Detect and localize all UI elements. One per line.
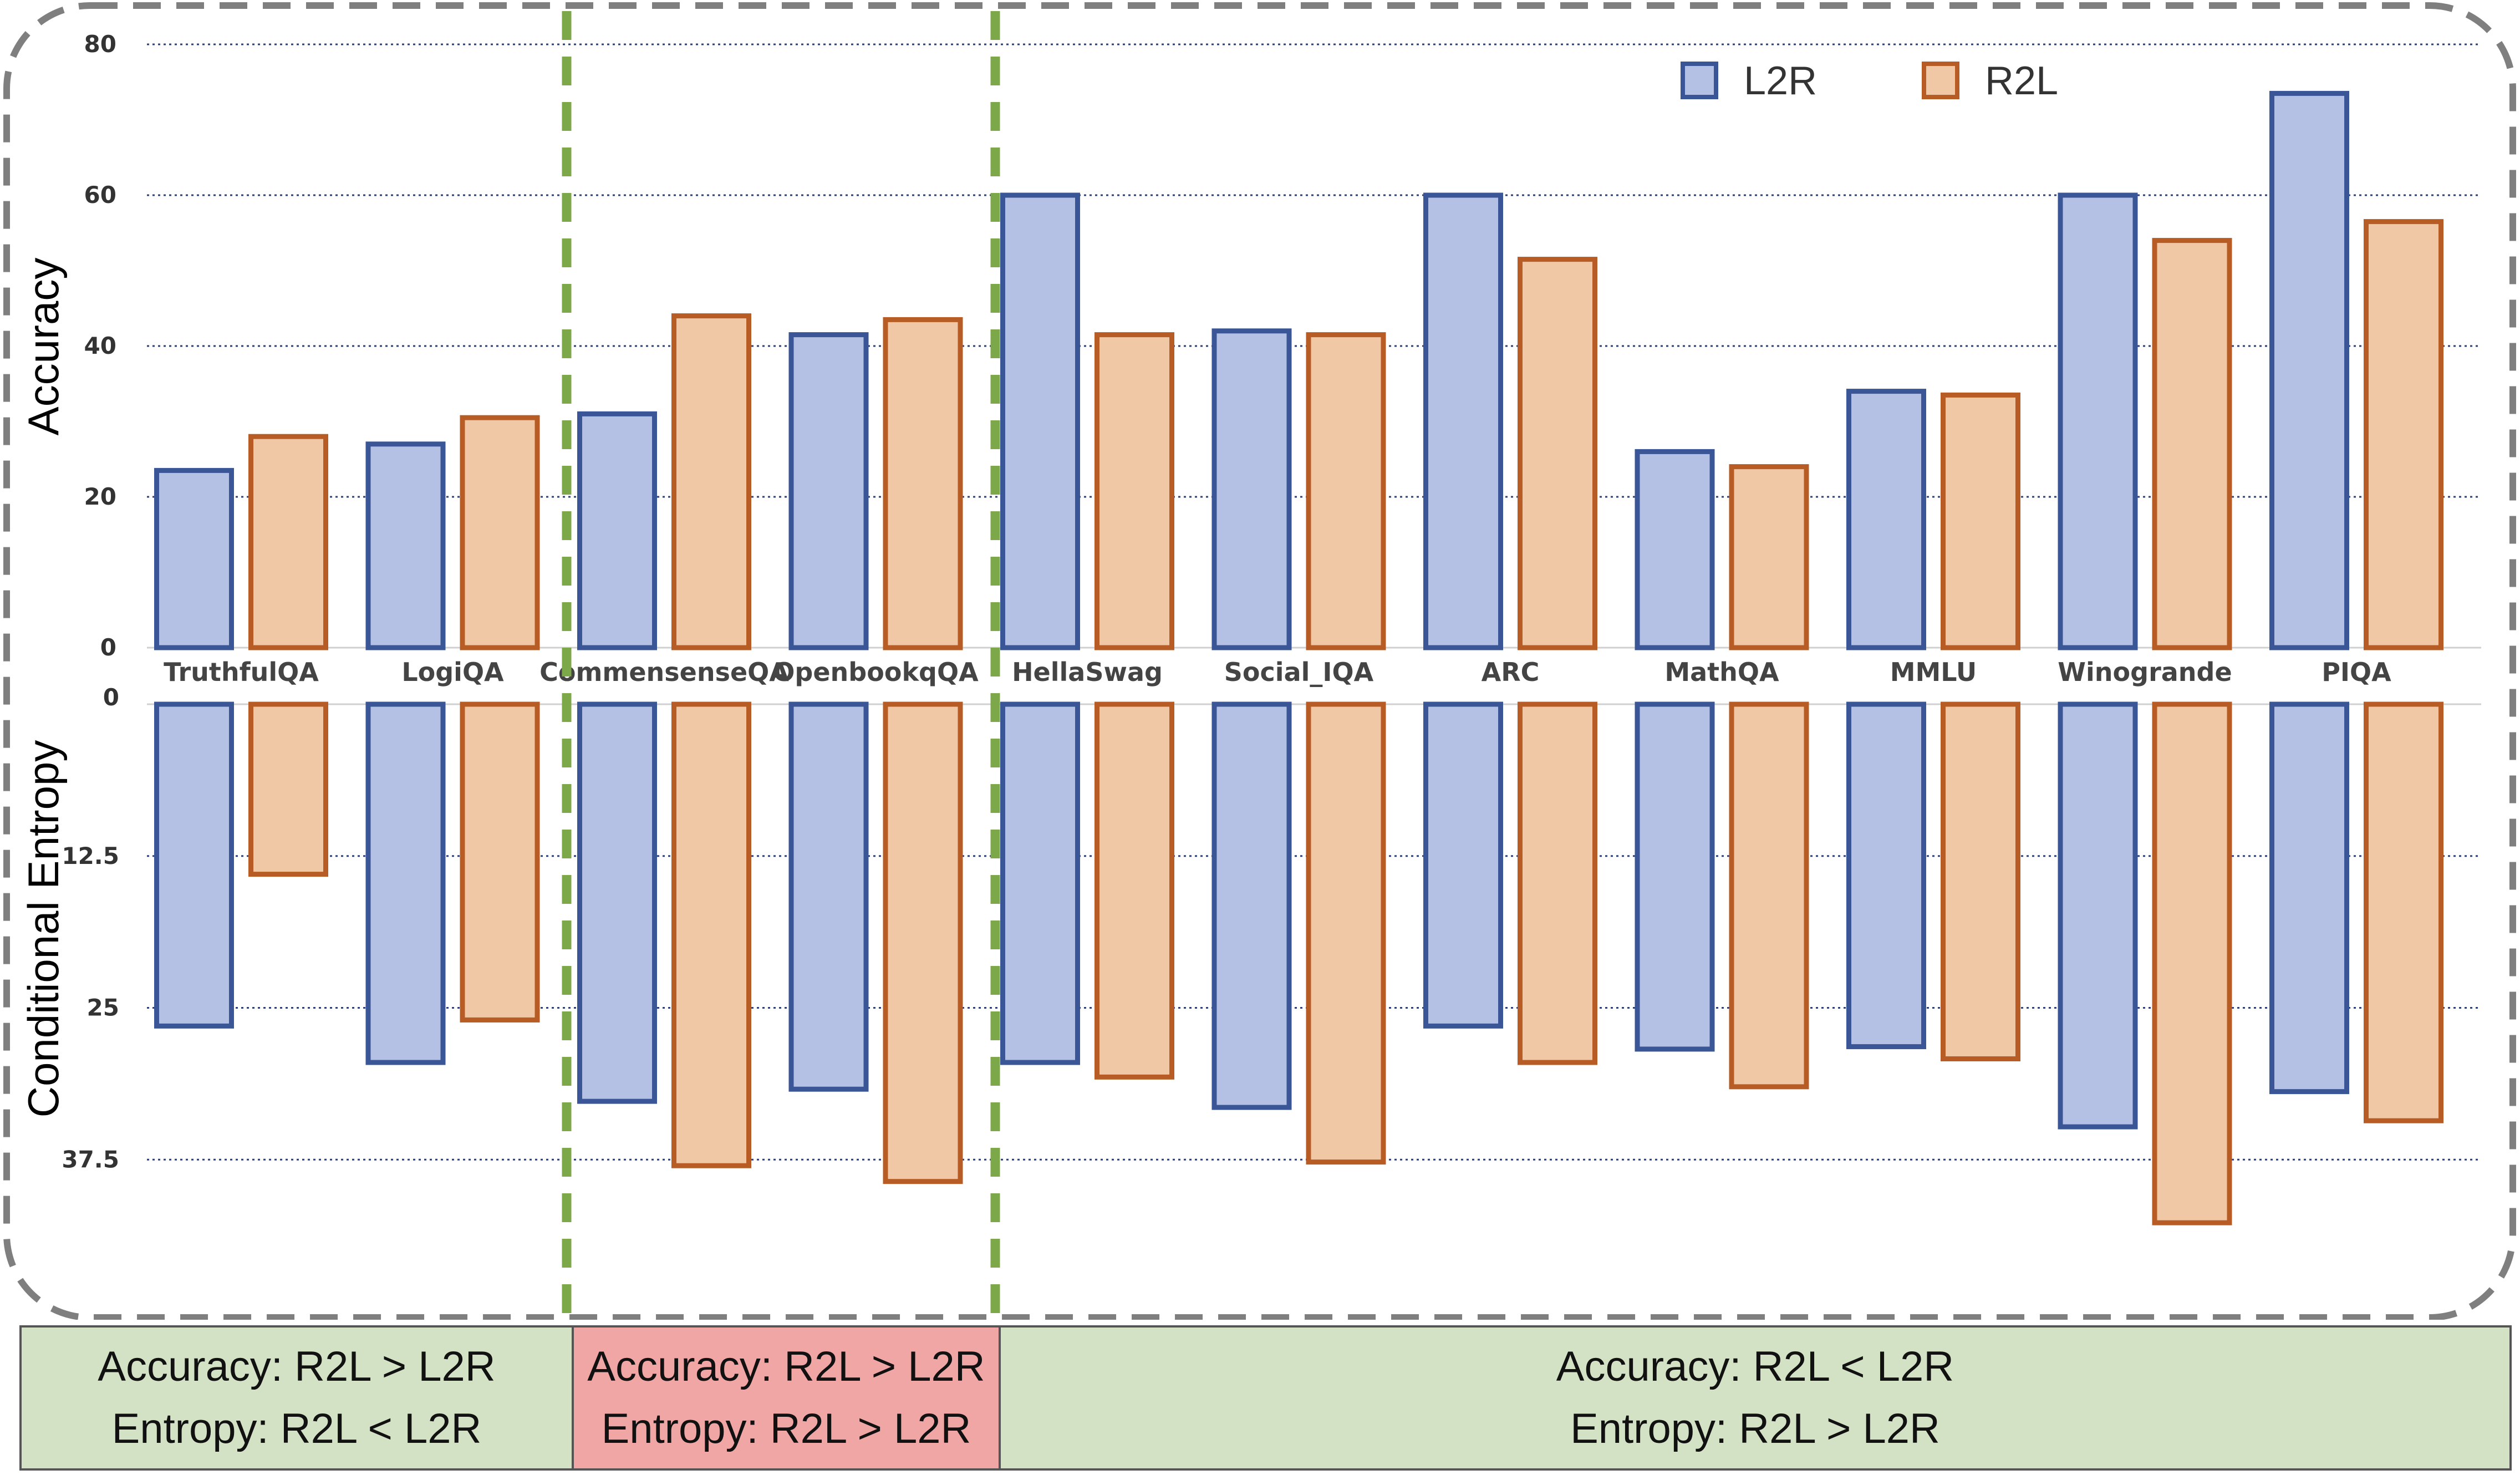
entropy-bar-r2l: [460, 701, 540, 1023]
entropy-bar-r2l: [671, 701, 751, 1168]
accuracy-tick-label: 20: [84, 483, 116, 510]
legend-label-r2l: R2L: [1985, 59, 2058, 103]
accuracy-bar-l2r: [154, 467, 234, 650]
entropy-bar-l2r: [577, 701, 657, 1104]
category-label: MMLU: [1890, 657, 1977, 687]
entropy-bar-r2l: [1518, 701, 1597, 1065]
entropy-tick-label: 25: [87, 994, 119, 1021]
category-label: OpenbookqQA: [773, 657, 979, 687]
summary-accuracy-line: Accuracy: R2L > L2R: [587, 1343, 985, 1390]
summary-box-right: Accuracy: R2L < L2R Entropy: R2L > L2R: [1001, 1325, 2512, 1471]
entropy-bar-r2l: [2364, 701, 2443, 1123]
entropy-bar-l2r: [1635, 701, 1715, 1052]
category-label: Winogrande: [2058, 657, 2232, 687]
category-label: ARC: [1482, 657, 1540, 687]
accuracy-bar-r2l: [2364, 219, 2443, 650]
tick-labels: 0 20 40 60 80 0 12.5 25 37.5 TruthfulQA LogiQA Comm…: [62, 30, 2391, 1173]
accuracy-bar-l2r: [1000, 192, 1080, 650]
legend: L2R R2L: [1681, 59, 2058, 103]
entropy-bar-l2r: [1423, 701, 1503, 1029]
chart: 0 20 40 60 80 0 12.5 25 37.5 TruthfulQA LogiQA Comm…: [3, 2, 2516, 1320]
chart-dashed-frame: [3, 2, 2516, 1320]
category-label: PIQA: [2322, 657, 2391, 687]
accuracy-tick-label: 40: [84, 332, 116, 359]
accuracy-bar-l2r: [1635, 449, 1715, 650]
entropy-bar-r2l: [1094, 701, 1174, 1080]
legend-label-l2r: L2R: [1744, 59, 1817, 103]
entropy-tick-label: 37.5: [62, 1146, 119, 1173]
separators: [562, 11, 1000, 1320]
summary-entropy-line: Entropy: R2L > L2R: [1570, 1405, 1940, 1452]
accuracy-tick-label: 0: [100, 634, 116, 661]
entropy-bar-r2l: [1306, 701, 1386, 1165]
category-label: CommensenseQA: [539, 657, 789, 687]
accuracy-bar-r2l: [248, 434, 328, 650]
entropy-tick-label: 0: [103, 684, 119, 711]
accuracy-bar-r2l: [2152, 238, 2232, 650]
accuracy-tick-label: 60: [84, 181, 116, 208]
category-label: TruthfulQA: [164, 657, 319, 687]
category-label: HellaSwag: [1012, 657, 1163, 687]
accuracy-bar-r2l: [1518, 257, 1597, 650]
accuracy-bar-r2l: [671, 313, 751, 650]
entropy-bar-r2l: [2152, 701, 2232, 1225]
accuracy-bar-l2r: [1211, 328, 1292, 650]
accuracy-bar-r2l: [1729, 464, 1809, 650]
entropy-bar-r2l: [883, 701, 963, 1184]
accuracy-bar-l2r: [365, 441, 446, 650]
accuracy-bar-r2l: [1941, 392, 2020, 650]
category-label: LogiQA: [401, 657, 504, 687]
legend-swatch-l2r: [1681, 62, 1718, 99]
accuracy-bar-r2l: [460, 415, 540, 650]
summary-row: Accuracy: R2L > L2R Entropy: R2L < L2R A…: [19, 1325, 2512, 1471]
accuracy-bar-r2l: [883, 317, 963, 650]
legend-swatch-r2l: [1922, 62, 1959, 99]
accuracy-bar-l2r: [577, 411, 657, 650]
summary-box-middle: Accuracy: R2L > L2R Entropy: R2L > L2R: [574, 1325, 1001, 1471]
accuracy-tick-label: 80: [84, 30, 116, 58]
accuracy-bar-l2r: [1846, 389, 1926, 650]
category-label: MathQA: [1664, 657, 1779, 687]
summary-accuracy-line: Accuracy: R2L > L2R: [98, 1343, 496, 1390]
summary-box-left: Accuracy: R2L > L2R Entropy: R2L < L2R: [19, 1325, 574, 1471]
accuracy-bar-l2r: [788, 332, 869, 650]
entropy-bar-r2l: [1729, 701, 1809, 1090]
accuracy-bar-l2r: [2058, 192, 2138, 650]
summary-accuracy-line: Accuracy: R2L < L2R: [1556, 1343, 1954, 1390]
entropy-tick-label: 12.5: [62, 842, 119, 869]
entropy-axis-title: Conditional Entropy: [19, 740, 68, 1118]
entropy-bar-l2r: [788, 701, 869, 1092]
entropy-bar-l2r: [2269, 701, 2349, 1095]
bars: [154, 90, 2443, 1225]
entropy-bar-l2r: [1000, 701, 1080, 1065]
summary-entropy-line: Entropy: R2L > L2R: [601, 1405, 971, 1452]
accuracy-axis-title: Accuracy: [19, 258, 68, 436]
entropy-bar-l2r: [154, 701, 234, 1029]
summary-entropy-line: Entropy: R2L < L2R: [111, 1405, 482, 1452]
category-label: Social_IQA: [1224, 657, 1374, 687]
accuracy-bar-l2r: [1423, 192, 1503, 650]
entropy-bar-r2l: [1941, 701, 2020, 1061]
entropy-bar-l2r: [1846, 701, 1926, 1050]
entropy-bar-l2r: [2058, 701, 2138, 1130]
accuracy-bar-r2l: [1094, 332, 1174, 650]
accuracy-bar-l2r: [2269, 90, 2349, 650]
entropy-bar-r2l: [248, 701, 328, 877]
entropy-bar-l2r: [1211, 701, 1292, 1110]
accuracy-bar-r2l: [1306, 332, 1386, 650]
entropy-bar-l2r: [365, 701, 446, 1065]
